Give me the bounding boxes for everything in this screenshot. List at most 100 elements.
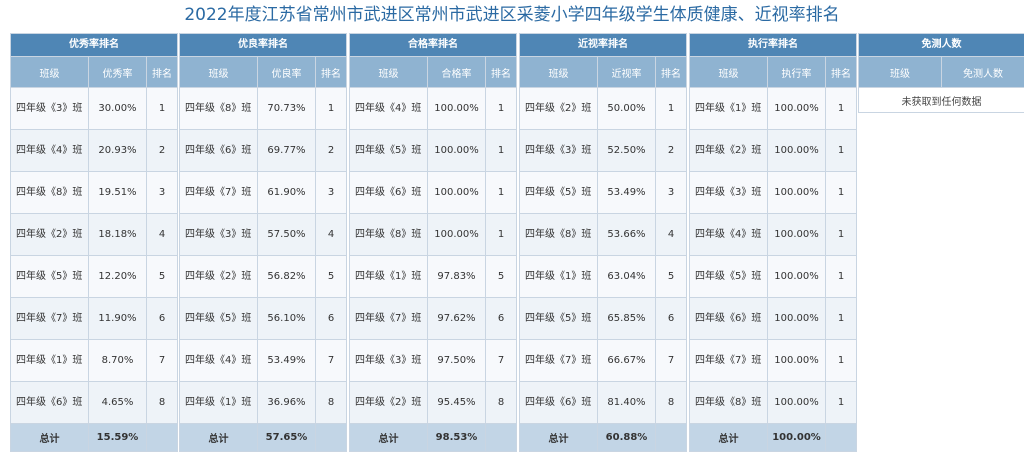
header-rank: 排名: [825, 56, 857, 88]
cell-rank: 1: [655, 87, 687, 130]
cell-class: 四年级《6》班: [10, 381, 89, 424]
total-row: 总计 98.53%: [349, 423, 517, 452]
exempt-panel: 免测人数 班级 免测人数 未获取到任何数据: [858, 33, 1024, 113]
cell-rate: 100.00%: [767, 87, 826, 130]
cell-rate: 61.90%: [257, 171, 316, 214]
cell-rank: 1: [825, 213, 857, 256]
header-rate: 优良率: [257, 56, 316, 88]
header-rank: 排名: [655, 56, 687, 88]
table-row: 四年级《5》班 56.10% 6: [179, 297, 347, 340]
cell-rank: 2: [146, 129, 178, 172]
cell-rate: 50.00%: [597, 87, 656, 130]
cell-class: 四年级《2》班: [179, 255, 258, 298]
total-row: 总计 60.88%: [519, 423, 687, 452]
total-rank-empty: [315, 423, 347, 452]
exempt-empty-message: 未获取到任何数据: [858, 87, 1024, 113]
cell-rank: 1: [825, 381, 857, 424]
cell-rank: 2: [315, 129, 347, 172]
cell-class: 四年级《7》班: [10, 297, 89, 340]
cell-rate: 20.93%: [88, 129, 147, 172]
cell-rate: 100.00%: [767, 381, 826, 424]
cell-class: 四年级《3》班: [179, 213, 258, 256]
total-rank-empty: [485, 423, 517, 452]
table-row: 四年级《2》班 100.00% 1: [689, 129, 857, 172]
cell-rank: 3: [655, 171, 687, 214]
cell-rank: 1: [825, 87, 857, 130]
total-rank-empty: [655, 423, 687, 452]
panel-caption: 优秀率排名: [10, 33, 178, 57]
table-row: 四年级《5》班 53.49% 3: [519, 171, 687, 214]
cell-rate: 100.00%: [767, 213, 826, 256]
cell-rank: 6: [315, 297, 347, 340]
table-row: 四年级《4》班 100.00% 1: [689, 213, 857, 256]
table-row: 四年级《4》班 20.93% 2: [10, 129, 178, 172]
cell-rank: 8: [485, 381, 517, 424]
cell-rate: 95.45%: [427, 381, 486, 424]
cell-class: 四年级《3》班: [689, 171, 768, 214]
excellent-rate-panel: 优秀率排名 班级 优秀率 排名 四年级《3》班 30.00% 1 四年级《4》班 20.93% 2…: [10, 33, 178, 452]
table-row: 四年级《8》班 100.00% 1: [349, 213, 517, 256]
cell-rank: 4: [655, 213, 687, 256]
cell-rate: 36.96%: [257, 381, 316, 424]
cell-class: 四年级《1》班: [10, 339, 89, 382]
cell-rate: 65.85%: [597, 297, 656, 340]
cell-rank: 5: [146, 255, 178, 298]
table-row: 四年级《1》班 36.96% 8: [179, 381, 347, 424]
cell-class: 四年级《5》班: [519, 297, 598, 340]
cell-rate: 66.67%: [597, 339, 656, 382]
cell-rank: 1: [825, 339, 857, 382]
total-value: 60.88%: [597, 423, 656, 452]
cell-class: 四年级《7》班: [349, 297, 428, 340]
cell-rate: 100.00%: [427, 171, 486, 214]
total-value: 57.65%: [257, 423, 316, 452]
header-rate: 合格率: [427, 56, 486, 88]
cell-rank: 3: [146, 171, 178, 214]
table-row: 四年级《3》班 57.50% 4: [179, 213, 347, 256]
cell-rank: 1: [315, 87, 347, 130]
table-row: 四年级《8》班 53.66% 4: [519, 213, 687, 256]
cell-rank: 1: [825, 129, 857, 172]
panel-caption: 近视率排名: [519, 33, 687, 57]
cell-class: 四年级《6》班: [179, 129, 258, 172]
header-rate: 优秀率: [88, 56, 147, 88]
cell-rate: 100.00%: [427, 87, 486, 130]
cell-rank: 7: [146, 339, 178, 382]
table-row: 四年级《2》班 50.00% 1: [519, 87, 687, 130]
table-row: 四年级《3》班 97.50% 7: [349, 339, 517, 382]
cell-rate: 100.00%: [767, 255, 826, 298]
cell-rate: 100.00%: [767, 297, 826, 340]
table-row: 四年级《2》班 95.45% 8: [349, 381, 517, 424]
cell-rate: 97.83%: [427, 255, 486, 298]
exempt-header-count: 免测人数: [941, 56, 1024, 88]
cell-class: 四年级《3》班: [349, 339, 428, 382]
cell-rank: 7: [315, 339, 347, 382]
cell-class: 四年级《1》班: [349, 255, 428, 298]
cell-rate: 100.00%: [427, 129, 486, 172]
header-class: 班级: [349, 56, 428, 88]
cell-rate: 56.10%: [257, 297, 316, 340]
table-row: 四年级《3》班 100.00% 1: [689, 171, 857, 214]
cell-class: 四年级《4》班: [349, 87, 428, 130]
cell-rank: 7: [485, 339, 517, 382]
cell-rate: 70.73%: [257, 87, 316, 130]
cell-class: 四年级《2》班: [349, 381, 428, 424]
cell-class: 四年级《5》班: [10, 255, 89, 298]
table-row: 四年级《5》班 12.20% 5: [10, 255, 178, 298]
cell-rate: 100.00%: [427, 213, 486, 256]
table-row: 四年级《6》班 100.00% 1: [689, 297, 857, 340]
cell-class: 四年级《2》班: [10, 213, 89, 256]
cell-rank: 7: [655, 339, 687, 382]
table-row: 四年级《5》班 100.00% 1: [689, 255, 857, 298]
total-value: 15.59%: [88, 423, 147, 452]
table-row: 四年级《4》班 53.49% 7: [179, 339, 347, 382]
cell-class: 四年级《5》班: [689, 255, 768, 298]
exempt-panel-caption: 免测人数: [858, 33, 1024, 57]
cell-class: 四年级《5》班: [179, 297, 258, 340]
cell-rate: 11.90%: [88, 297, 147, 340]
total-value: 98.53%: [427, 423, 486, 452]
cell-rank: 8: [146, 381, 178, 424]
cell-rank: 1: [485, 87, 517, 130]
cell-class: 四年级《7》班: [519, 339, 598, 382]
cell-rate: 57.50%: [257, 213, 316, 256]
cell-rank: 5: [485, 255, 517, 298]
